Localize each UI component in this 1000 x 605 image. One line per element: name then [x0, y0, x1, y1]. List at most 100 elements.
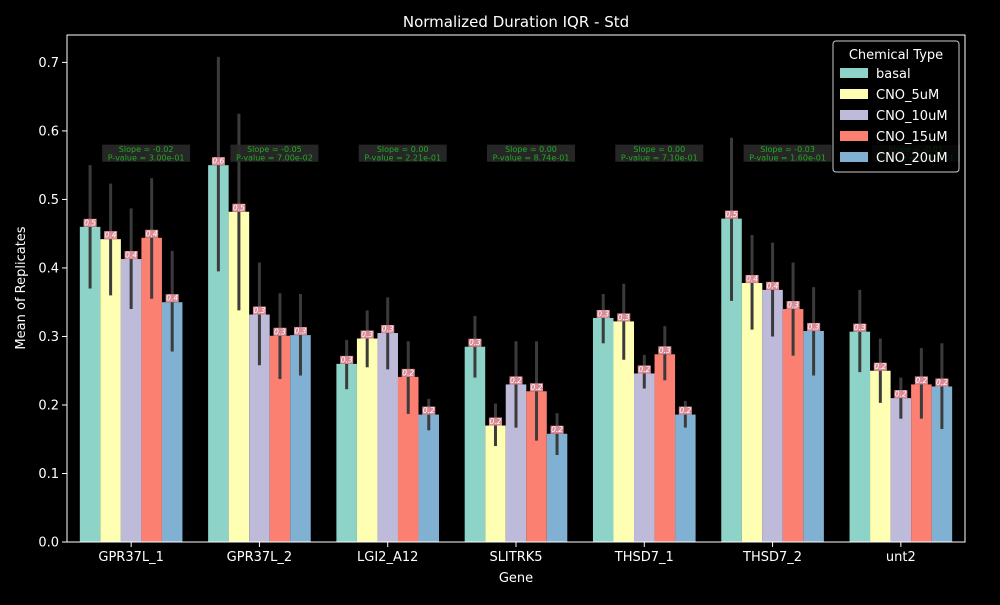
x-tick-label-THSD7_2: THSD7_2 [742, 550, 802, 565]
bar-CNO_10uM-LGI2_A12 [377, 333, 398, 542]
legend-entry-CNO_10uM: CNO_10uM [840, 109, 948, 124]
bar-CNO_15uM-THSD7_1 [654, 354, 676, 542]
value-label-bg [786, 301, 800, 310]
x-tick-label-GPR37L_1: GPR37L_1 [98, 550, 164, 565]
value-label-CNO_10uM-unt2: 0.2 [894, 390, 908, 399]
value-label-bg [381, 325, 395, 334]
value-labels-layer: 0.5 0.6 0.3 0.3 0.3 0.5 0.3 0.4 0.5 0.3 0.2 0.3 0.4 0… [83, 157, 949, 434]
value-label-CNO_5uM-SLITRK5: 0.2 [488, 417, 502, 426]
bar-CNO_15uM-THSD7_2 [782, 309, 804, 542]
value-label-text: 0.3 [274, 327, 286, 336]
value-label-bg [617, 313, 631, 322]
value-label-CNO_10uM-THSD7_2: 0.4 [766, 281, 780, 290]
bar-basal-GPR37L_1 [79, 226, 101, 543]
value-label-text: 0.3 [787, 301, 799, 310]
value-label-CNO_15uM-SLITRK5: 0.2 [530, 383, 544, 392]
bar-CNO_5uM-GPR37L_1 [100, 239, 121, 542]
value-label-text: 0.4 [105, 231, 117, 240]
value-label-text: 0.3 [382, 325, 394, 334]
value-label-CNO_15uM-THSD7_2: 0.3 [786, 301, 800, 310]
value-label-CNO_5uM-GPR37L_2: 0.5 [232, 203, 246, 212]
value-label-bg [401, 368, 415, 377]
value-label-bg [252, 306, 266, 315]
bar-CNO_15uM-LGI2_A12 [397, 376, 419, 542]
value-label-text: 0.4 [166, 294, 178, 303]
legend-swatch [840, 152, 868, 162]
value-label-text: 0.5 [726, 210, 738, 219]
annotation-slope: Slope = 0.00 [377, 145, 429, 154]
y-tick-label: 0.5 [38, 193, 59, 208]
value-label-text: 0.2 [510, 376, 522, 385]
y-tick-label: 0.3 [38, 330, 59, 345]
annotation-box [487, 144, 575, 162]
chart-title: Normalized Duration IQR - Std [403, 13, 629, 31]
bar-CNO_10uM-GPR37L_2 [249, 314, 270, 542]
value-label-bg [273, 327, 287, 336]
value-label-text: 0.2 [936, 378, 948, 387]
annotation-pvalue: P-value = 1.60e-01 [749, 153, 826, 162]
value-label-text: 0.3 [808, 322, 820, 331]
annotation-slope: Slope = -0.03 [760, 145, 815, 154]
value-label-text: 0.3 [361, 330, 373, 339]
annotation-pvalue: P-value = 7.10e-01 [621, 153, 698, 162]
x-axis: GPR37L_1 GPR37L_2 LGI2_A12 SLITRK5 THSD7_1 TH… [98, 542, 916, 565]
value-label-CNO_15uM-unt2: 0.2 [914, 376, 928, 385]
value-label-text: 0.2 [490, 417, 502, 426]
annotation-slope: Slope = -0.05 [247, 145, 302, 154]
value-label-bg [211, 157, 225, 166]
value-label-text: 0.3 [854, 323, 866, 332]
value-label-CNO_5uM-THSD7_1: 0.3 [617, 313, 631, 322]
value-label-text: 0.3 [618, 313, 630, 322]
legend-swatch [840, 110, 868, 120]
value-label-CNO_20uM-THSD7_2: 0.3 [807, 322, 821, 331]
annotation-slope: Slope = 0.00 [505, 145, 557, 154]
bar-CNO_10uM-SLITRK5 [505, 384, 527, 542]
annotation-box [102, 144, 191, 162]
legend-label: CNO_10uM [876, 109, 948, 124]
value-label-text: 0.3 [597, 309, 609, 318]
value-label-text: 0.2 [423, 406, 435, 415]
bar-CNO_20uM-LGI2_A12 [418, 414, 440, 542]
bar-CNO_20uM-GPR37L_1 [161, 302, 183, 542]
value-label-bg [914, 376, 928, 385]
value-label-bg [360, 330, 374, 339]
x-tick-label-LGI2_A12: LGI2_A12 [357, 550, 418, 565]
bar-basal-THSD7_2 [721, 218, 742, 542]
bar-basal-GPR37L_2 [208, 165, 229, 543]
value-label-CNO_10uM-THSD7_1: 0.2 [637, 365, 651, 374]
value-label-basal-unt2: 0.3 [853, 323, 867, 332]
bar-CNO_5uM-SLITRK5 [485, 425, 506, 542]
bar-CNO_5uM-THSD7_1 [613, 321, 635, 542]
value-label-bg [422, 406, 436, 415]
value-label-text: 0.3 [253, 306, 265, 315]
bar-CNO_5uM-GPR37L_2 [228, 211, 250, 542]
bar-CNO_20uM-unt2 [931, 386, 953, 542]
value-label-bg [873, 362, 887, 371]
value-label-CNO_20uM-GPR37L_1: 0.4 [165, 294, 179, 303]
annotation-pvalue: P-value = 8.74e-01 [493, 153, 570, 162]
value-label-text: 0.4 [746, 275, 758, 284]
value-label-text: 0.2 [895, 390, 907, 399]
legend-title: Chemical Type [849, 48, 943, 63]
bar-CNO_20uM-GPR37L_2 [290, 335, 311, 542]
value-label-basal-LGI2_A12: 0.3 [340, 355, 354, 364]
legend: Chemical Type basal CNO_5uM CNO_10uM CNO_15u… [832, 40, 960, 173]
value-label-text: 0.2 [531, 383, 543, 392]
bar-CNO_5uM-unt2 [870, 370, 891, 542]
value-label-bg [894, 390, 908, 399]
value-label-bg [145, 229, 159, 238]
annotation-box [743, 144, 832, 162]
y-tick-label: 0.6 [38, 124, 59, 139]
bar-CNO_20uM-THSD7_2 [803, 330, 824, 542]
value-label-text: 0.3 [341, 355, 353, 364]
value-label-CNO_15uM-LGI2_A12: 0.2 [401, 368, 415, 377]
value-label-bg [725, 210, 739, 219]
value-label-CNO_10uM-SLITRK5: 0.2 [509, 376, 523, 385]
bar-CNO_15uM-GPR37L_2 [269, 335, 291, 542]
value-label-bg [637, 365, 651, 374]
legend-label: CNO_20uM [876, 151, 948, 166]
bar-CNO_15uM-SLITRK5 [526, 391, 547, 542]
stat-annotation-THSD7_1: Slope = 0.00P-value = 7.10e-01 [615, 144, 704, 162]
value-label-bg [104, 231, 118, 240]
